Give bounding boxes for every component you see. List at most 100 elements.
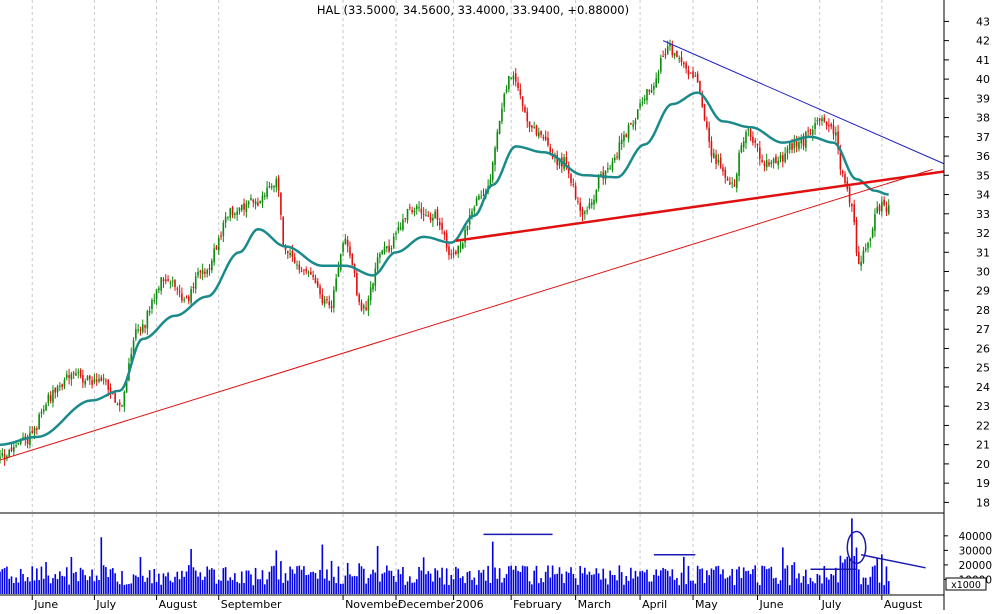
volume-bar: [128, 583, 130, 594]
volume-bar: [330, 560, 333, 594]
candle-body: [376, 257, 379, 270]
candle-body: [524, 106, 526, 113]
candle-body: [36, 428, 38, 430]
candle-body: [747, 129, 750, 131]
volume-bar: [305, 575, 308, 594]
volume-bar: [699, 569, 701, 594]
candle-body: [201, 269, 204, 275]
candle-body: [245, 203, 248, 212]
candle-body: [160, 277, 162, 291]
volume-bar: [102, 565, 105, 594]
candle-body: [227, 216, 229, 218]
volume-bar: [464, 583, 466, 594]
candle-body: [72, 373, 75, 375]
volume-bar: [231, 580, 234, 594]
volume-bar: [227, 580, 229, 594]
volume-bar: [247, 570, 250, 594]
candle-body: [521, 96, 524, 107]
volume-bar: [282, 582, 285, 594]
price-tick-label: 43: [976, 15, 990, 28]
volume-bar: [365, 583, 367, 594]
volume-bar: [204, 576, 206, 594]
candle-body: [717, 159, 720, 163]
candle-body: [618, 142, 621, 159]
volume-bar: [293, 573, 296, 594]
volume-bar: [374, 572, 377, 594]
volume-bar: [436, 570, 439, 594]
volume-bar: [194, 570, 197, 594]
volume-bar: [125, 584, 128, 594]
volume-bar: [286, 580, 289, 594]
volume-bar: [749, 574, 752, 594]
volume-bar: [551, 565, 554, 594]
candle-body: [749, 129, 752, 137]
price-tick-label: 25: [976, 362, 990, 375]
candle-body: [224, 216, 227, 223]
volume-bar: [683, 556, 685, 594]
candle-body: [680, 57, 683, 62]
candle-body: [876, 207, 879, 214]
volume-bar: [763, 566, 766, 594]
candle-body: [399, 227, 402, 230]
volume-bar: [542, 582, 545, 594]
candle-body: [768, 162, 770, 166]
candle-body: [565, 157, 568, 165]
volume-bar: [45, 561, 47, 594]
volume-tick-label: 20000: [959, 560, 992, 572]
volume-bar: [42, 578, 45, 594]
candle-body: [745, 132, 747, 144]
candle-body: [247, 201, 250, 205]
candle-body: [411, 209, 413, 213]
volume-bar: [519, 572, 522, 594]
volume-bar: [402, 567, 404, 594]
candle-body: [68, 375, 70, 378]
candle-body: [763, 163, 766, 166]
volume-bar: [185, 571, 188, 594]
volume-bar: [643, 572, 646, 594]
candle-body: [194, 276, 197, 289]
volume-bar: [162, 573, 165, 594]
candle-body: [319, 286, 321, 295]
candle-body: [167, 279, 169, 281]
volume-bar: [770, 566, 773, 594]
candle-body: [828, 124, 830, 127]
volume-bar: [36, 568, 38, 594]
candle-body: [533, 127, 535, 129]
candle-body: [132, 340, 135, 354]
volume-bar: [676, 577, 678, 594]
candle-body: [144, 325, 146, 328]
volume-bar: [671, 569, 674, 594]
volume-bar: [821, 583, 823, 594]
volume-bar: [724, 578, 727, 594]
volume-bar: [360, 566, 363, 594]
volume-bar: [526, 566, 529, 594]
volume-bar: [659, 570, 662, 594]
volume-bar: [323, 578, 326, 594]
candle-body: [70, 373, 73, 380]
candle-body: [190, 289, 192, 303]
candle-body: [623, 134, 625, 142]
candle-body: [118, 402, 121, 406]
volume-bar: [745, 571, 747, 594]
price-tick-label: 20: [976, 458, 990, 471]
candle-body: [321, 294, 324, 304]
volume-bar: [75, 571, 77, 594]
volume-annotation-ellipse: [846, 530, 867, 565]
candle-body: [139, 329, 142, 331]
volume-bar: [238, 583, 241, 594]
candle-body: [259, 200, 261, 204]
volume-bar: [418, 567, 420, 594]
volume-bar: [841, 562, 844, 594]
volume-bar: [10, 576, 13, 594]
price-tick-label: 42: [976, 35, 990, 48]
volume-bar: [187, 565, 190, 594]
candle-body: [517, 82, 519, 89]
volume-bar: [685, 584, 687, 594]
volume-bar: [588, 571, 591, 594]
candle-body: [379, 253, 381, 258]
candle-body: [333, 290, 335, 308]
volume-bar: [130, 583, 133, 594]
volume-bar: [151, 583, 153, 594]
volume-bar: [818, 575, 821, 594]
volume-bar: [95, 575, 98, 594]
